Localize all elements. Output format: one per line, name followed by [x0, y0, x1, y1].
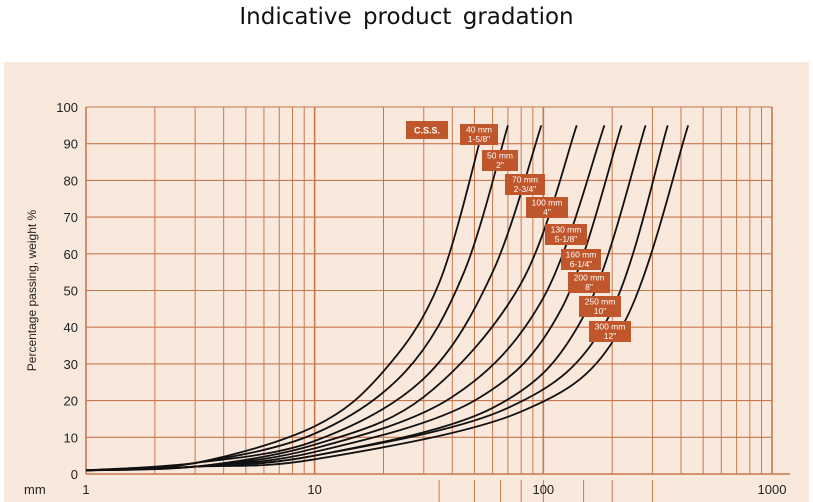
- curve-label-text: 250 mm: [585, 297, 616, 307]
- y-tick-label: 70: [64, 210, 78, 225]
- curve-label-box: [589, 321, 631, 342]
- gradation-curve: [85, 125, 543, 472]
- gradation-curve: [85, 125, 690, 472]
- curve-label-text: 4": [543, 207, 551, 217]
- curve-label-box: [482, 150, 518, 171]
- curve-label-text: C.S.S.: [414, 126, 440, 136]
- curve-label-text: 10": [594, 306, 606, 316]
- curve-label-text: 6-1/4": [570, 259, 592, 269]
- x-tick-label: 100: [532, 482, 554, 497]
- y-tick-label: 40: [64, 320, 78, 335]
- y-tick-label: 0: [71, 467, 78, 482]
- y-tick-label: 20: [64, 394, 78, 409]
- curve-label-text: 2": [496, 160, 504, 170]
- curve-label-text: 70 mm: [512, 175, 538, 185]
- y-tick-label: 10: [64, 430, 78, 445]
- curve-label-text: 5-1/8": [555, 234, 577, 244]
- page-title: Indicative product gradation: [239, 4, 574, 30]
- curve-label-text: 100 mm: [532, 198, 563, 208]
- curve-label-text: 50 mm: [487, 151, 513, 161]
- curve-label-text: 2-3/4": [514, 184, 536, 194]
- curve-label-text: 12": [604, 331, 616, 341]
- x-tick-label: 10: [307, 482, 321, 497]
- curve-label-text: 300 mm: [595, 322, 626, 332]
- y-tick-label: 30: [64, 357, 78, 372]
- curve-label-text: 40 mm: [466, 125, 492, 135]
- curve-label-box: [579, 296, 621, 317]
- curve-label-text: 130 mm: [551, 225, 582, 235]
- curve-label-box: [460, 124, 498, 145]
- y-tick-label: 80: [64, 173, 78, 188]
- y-tick-label: 50: [64, 284, 78, 299]
- x-tick-label: 1: [82, 482, 89, 497]
- curve-label-text: 160 mm: [566, 250, 597, 260]
- y-tick-label: 60: [64, 247, 78, 262]
- curve-label-box: [545, 224, 587, 245]
- curve-label-box: [561, 249, 601, 270]
- curve-label-box: [505, 174, 545, 195]
- y-tick-label: 100: [56, 100, 78, 115]
- x-tick-label: 1000: [758, 482, 787, 497]
- curve-label-text: 200 mm: [574, 273, 605, 283]
- curve-label-box: [526, 197, 568, 218]
- y-axis-label: Percentage passing, weight %: [25, 209, 39, 371]
- x-unit-label: mm: [24, 482, 46, 497]
- curve-label-box: [406, 121, 448, 139]
- curve-label-box: [568, 272, 610, 293]
- curve-label-text: 8": [585, 282, 593, 292]
- curve-label-text: 1-5/8": [468, 134, 490, 144]
- y-tick-label: 90: [64, 137, 78, 152]
